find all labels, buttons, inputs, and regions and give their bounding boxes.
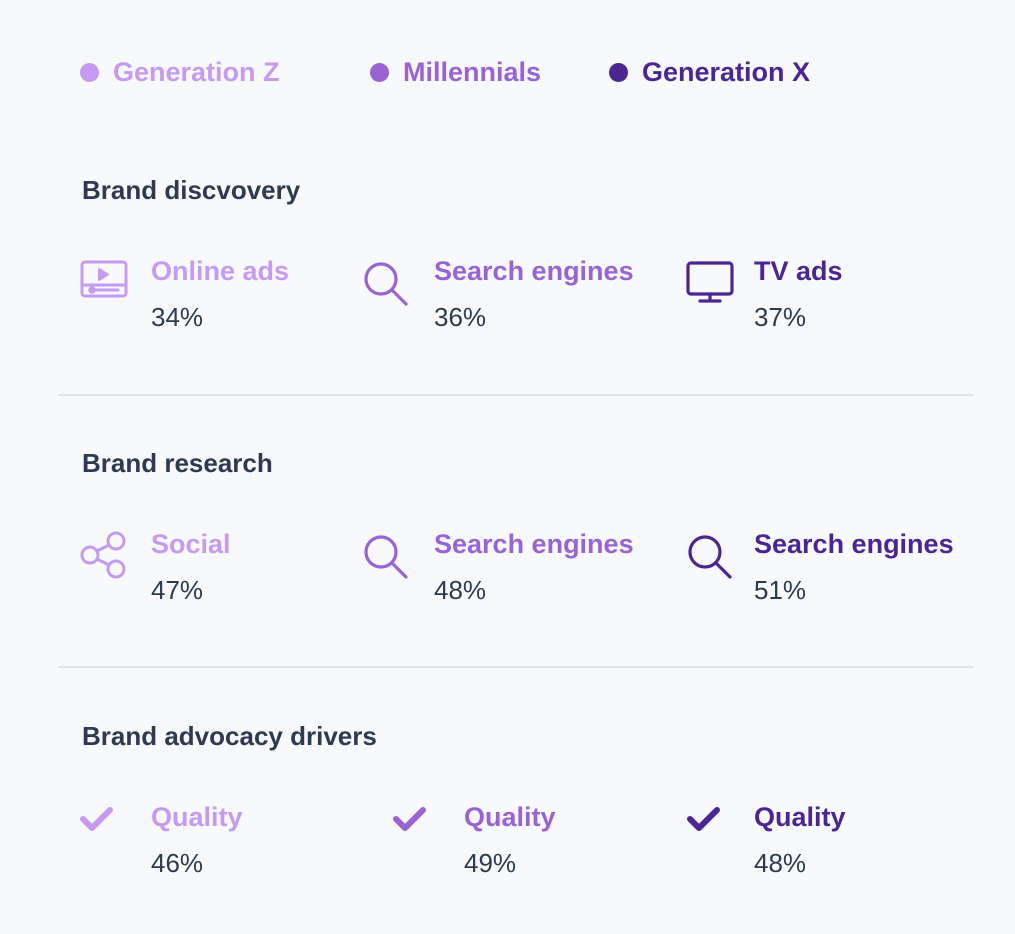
section-divider	[58, 394, 974, 396]
legend-dot	[80, 62, 99, 82]
metric-label: TV ads	[754, 256, 843, 286]
metric-value: 48%	[434, 575, 487, 605]
metric-value: 46%	[151, 848, 204, 878]
metric-label: Social	[151, 529, 231, 559]
metric-value: 51%	[754, 575, 807, 605]
legend-label: Generation X	[642, 56, 811, 87]
legend-label: Millennials	[403, 56, 542, 87]
check-icon	[685, 802, 723, 840]
metric-value: 49%	[464, 848, 517, 878]
metric-value: 37%	[754, 302, 807, 332]
metric-value: 48%	[754, 848, 807, 878]
metric-label: Search engines	[434, 529, 634, 559]
search-icon	[686, 533, 736, 583]
metric-label: Online ads	[151, 256, 290, 286]
share-icon	[80, 531, 130, 581]
metric-label: Quality	[464, 802, 556, 832]
legend-dot	[370, 62, 389, 82]
tv-icon	[686, 260, 736, 310]
metric-label: Quality	[151, 802, 243, 832]
legend-label: Generation Z	[113, 56, 280, 87]
check-icon	[78, 802, 116, 840]
metric-label: Search engines	[434, 256, 634, 286]
legend-item-millennials: Millennials	[370, 56, 541, 88]
metric-label: Quality	[754, 802, 846, 832]
legend-dot	[609, 62, 628, 82]
metric-value: 34%	[151, 302, 204, 332]
check-icon	[391, 802, 429, 840]
legend-item-generation-x: Generation X	[609, 56, 810, 88]
section-title: Brand advocacy drivers	[82, 721, 377, 751]
search-icon	[362, 260, 412, 310]
search-icon	[362, 533, 412, 583]
metric-label: Search engines	[754, 529, 954, 559]
section-title: Brand research	[82, 448, 273, 478]
metric-value: 47%	[151, 575, 204, 605]
metric-value: 36%	[434, 302, 487, 332]
section-title: Brand discvovery	[82, 175, 301, 205]
legend-item-generation-z: Generation Z	[80, 56, 280, 88]
video-ad-icon	[80, 258, 130, 308]
legend: Generation Z Millennials Generation X	[80, 56, 980, 88]
section-divider	[58, 666, 974, 668]
